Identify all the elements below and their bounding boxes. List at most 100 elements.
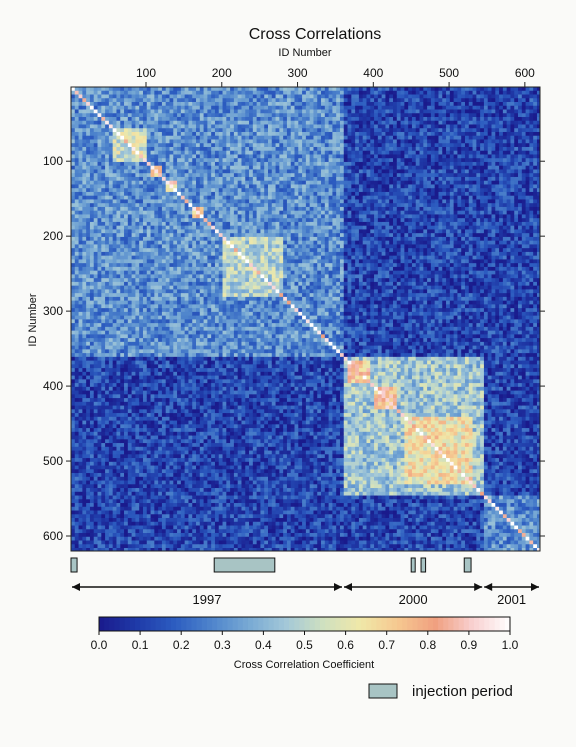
heatmap-cell [131,259,136,264]
heatmap-cell [203,469,208,474]
heatmap-cell [150,233,155,238]
heatmap-cell [196,236,201,242]
heatmap-cell [71,480,76,485]
heatmap-cell [78,548,83,551]
heatmap-cell [146,229,151,234]
heatmap-cell [112,338,117,343]
heatmap-cell [120,484,125,489]
heatmap-cell [173,360,178,365]
heatmap-cell [93,203,98,208]
heatmap-cell [78,488,83,493]
heatmap-cell [120,116,125,122]
heatmap-cell [127,116,133,122]
heatmap-cell [196,491,201,496]
heatmap-cell [184,420,189,425]
heatmap-cell [97,518,102,523]
heatmap-cell [101,87,106,92]
heatmap-cell [214,218,220,223]
heatmap-cell [177,364,182,369]
heatmap-cell [146,150,151,155]
heatmap-cell [142,394,148,399]
heatmap-cell [105,293,110,298]
heatmap-cell [203,368,208,373]
heatmap-cell [112,548,117,551]
heatmap-cell [120,87,125,92]
heatmap-cell [165,379,170,384]
heatmap-cell [180,308,186,313]
heatmap-cell [146,176,151,182]
heatmap-cell [89,165,95,170]
heatmap-cell [218,371,223,376]
heatmap-cell [142,255,148,260]
heatmap-cell [93,285,98,290]
heatmap-cell [158,510,163,515]
heatmap-cell [124,383,129,388]
heatmap-cell [86,334,91,339]
heatmap-cell [142,383,148,388]
heatmap-cell [177,518,182,523]
heatmap-cell [124,221,129,227]
heatmap-cell [154,131,159,137]
heatmap-cell [131,371,136,376]
heatmap-cell [165,398,170,403]
heatmap-cell [158,446,163,451]
heatmap-cell [211,128,216,133]
heatmap-cell [139,270,144,275]
heatmap-cell [222,90,227,95]
heatmap-cell [203,454,208,459]
heatmap-cell [188,548,193,551]
heatmap-cell [173,199,178,204]
heatmap-cell [207,326,212,332]
heatmap-cell [218,158,223,163]
heatmap-cell [211,274,216,279]
heatmap-cell [214,184,220,189]
heatmap-cell [131,540,136,545]
heatmap-cell [177,150,182,155]
heatmap-cell [173,191,178,197]
heatmap-cell [97,311,102,317]
heatmap-cell [214,521,220,526]
heatmap-cell [207,315,212,320]
heatmap-cell [207,446,212,451]
heatmap-cell [139,221,144,227]
heatmap-cell [97,364,102,369]
heatmap-cell [188,191,193,197]
heatmap-cell [142,158,148,163]
heatmap-cell [169,308,174,313]
heatmap-cell [86,184,91,189]
heatmap-cell [131,341,136,347]
heatmap-cell [192,379,197,384]
heatmap-cell [97,116,102,122]
heatmap-cell [127,266,133,272]
heatmap-cell [116,87,121,92]
heatmap-cell [150,218,155,223]
heatmap-cell [116,124,121,129]
heatmap-cell [124,87,129,92]
heatmap-cell [207,270,212,275]
heatmap-cell [211,379,216,384]
heatmap-cell [112,199,117,204]
heatmap-cell [192,270,197,275]
heatmap-cell [120,450,125,455]
heatmap-cell [165,386,170,391]
heatmap-cell [108,533,114,538]
heatmap-cell [180,424,186,429]
heatmap-cell [214,195,220,200]
heatmap-cell [142,259,148,264]
heatmap-cell [214,143,220,148]
heatmap-cell [142,188,148,193]
heatmap-cell [192,338,197,343]
heatmap-cell [188,158,193,163]
heatmap-cell [108,98,114,103]
heatmap-cell [108,379,114,384]
heatmap-cell [89,169,95,174]
heatmap-cell [89,484,95,489]
heatmap-cell [150,390,155,395]
heatmap-cell [71,405,76,410]
heatmap-cell [71,236,76,242]
heatmap-cell [222,128,227,133]
heatmap-cell [131,236,136,242]
heatmap-cell [142,251,148,257]
heatmap-cell [131,326,136,332]
heatmap-cell [180,461,186,466]
